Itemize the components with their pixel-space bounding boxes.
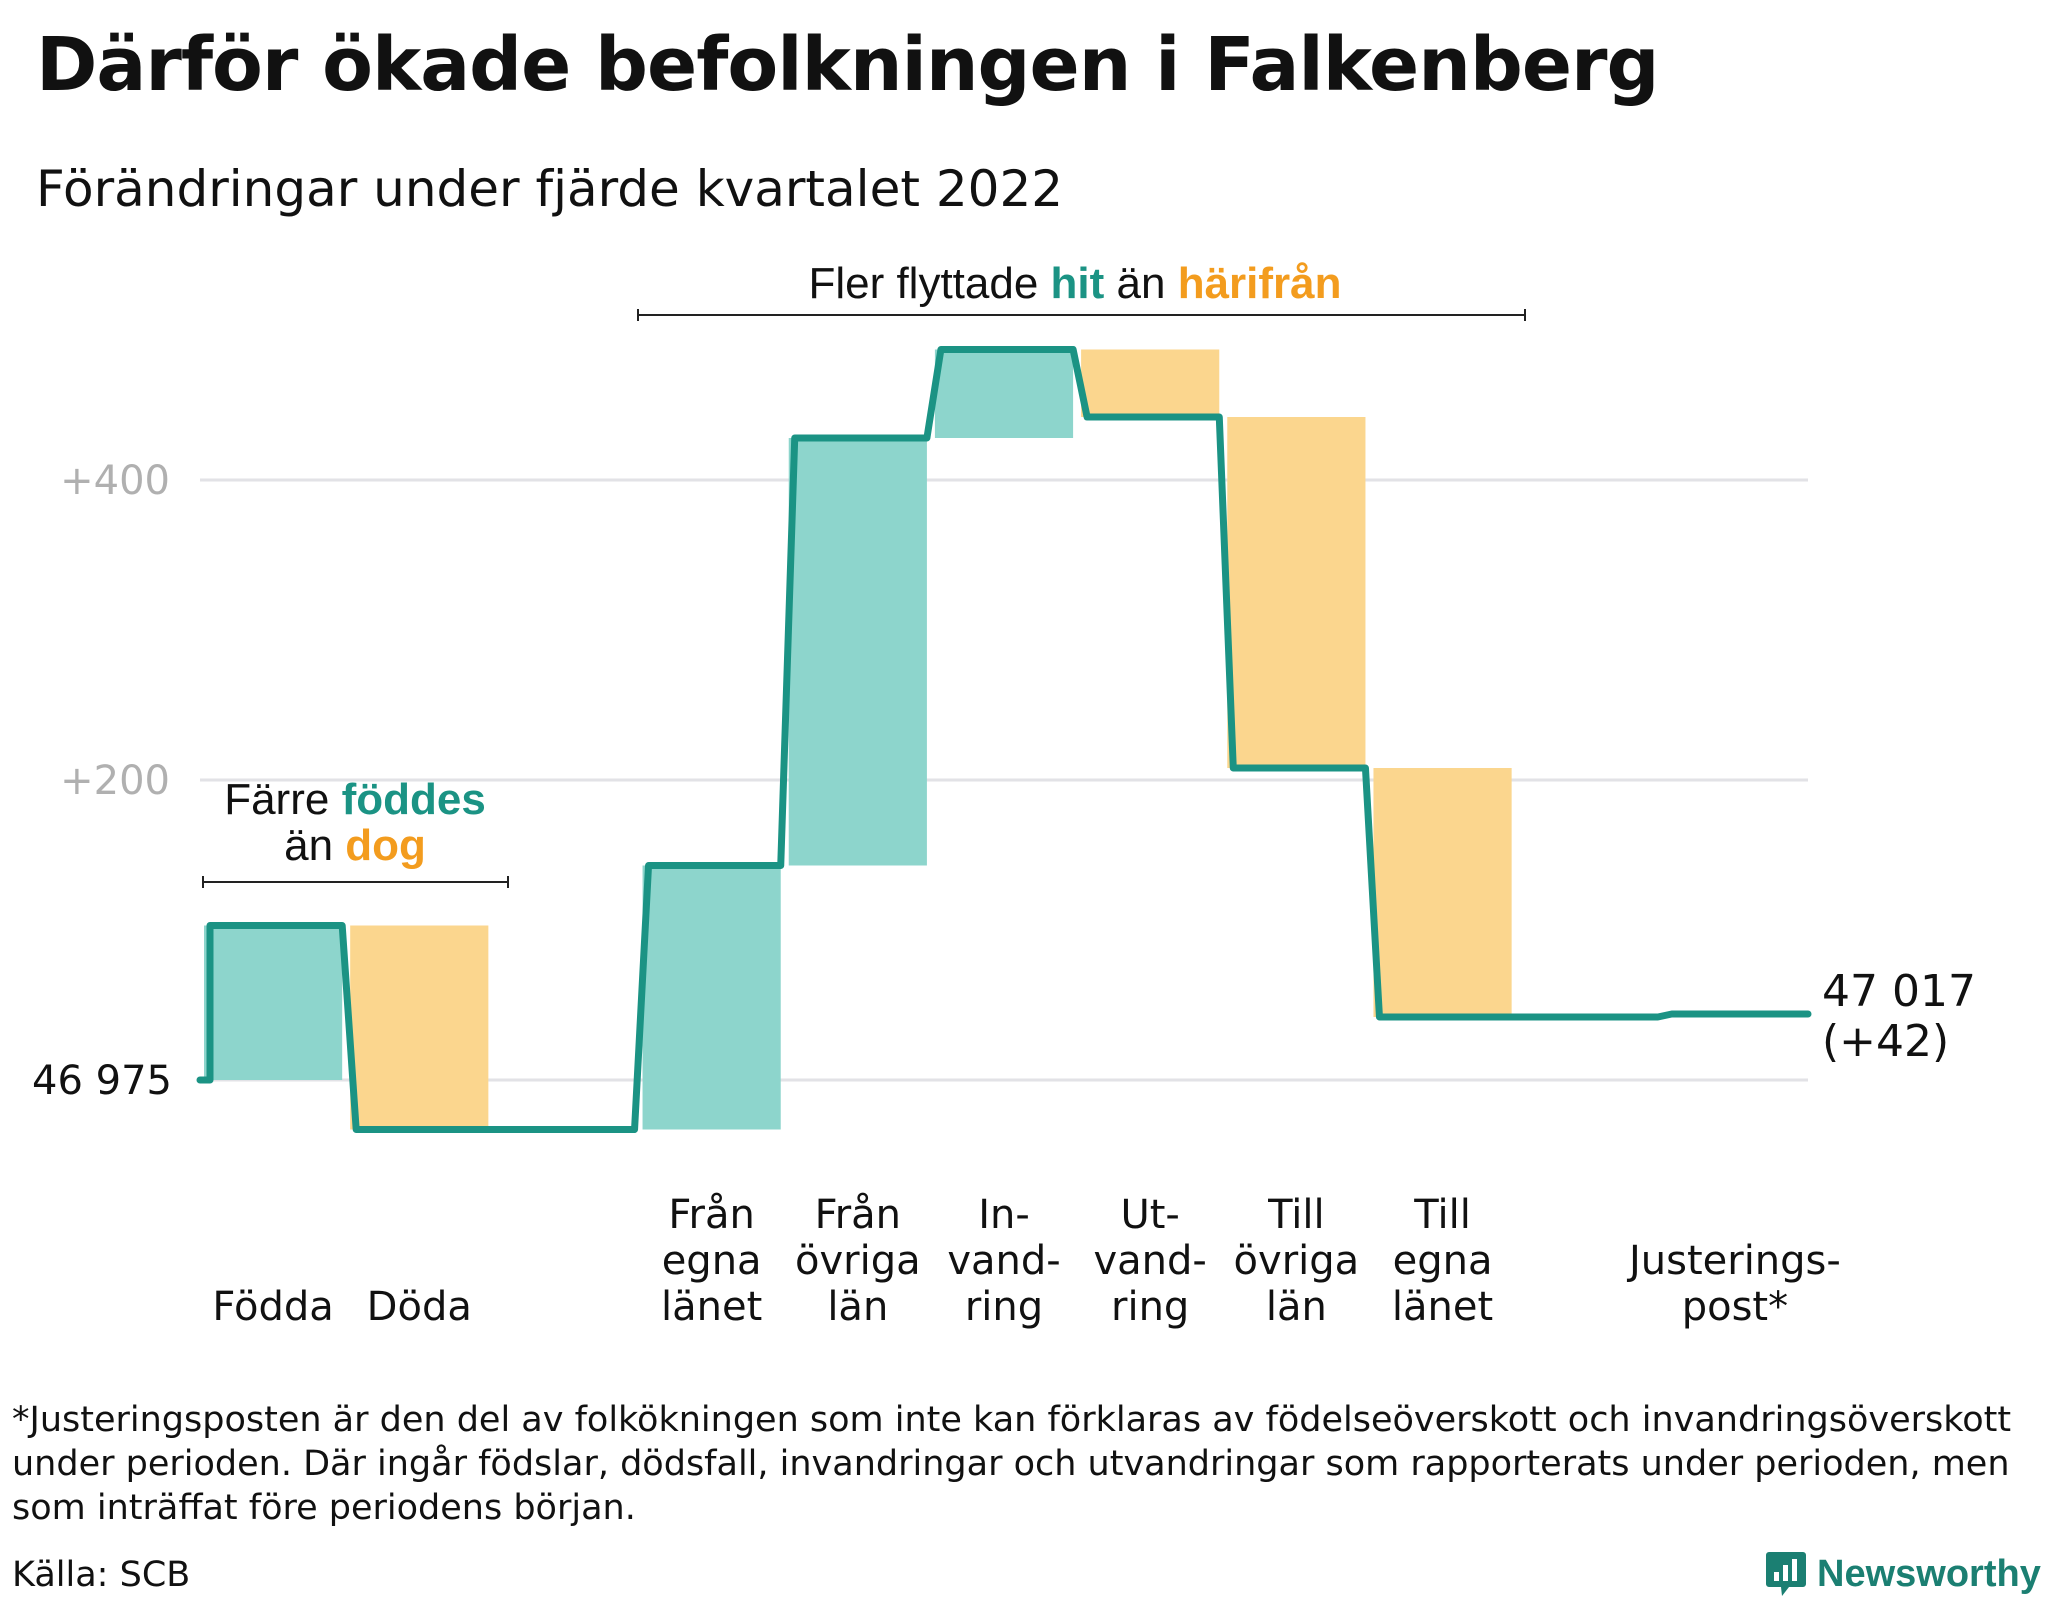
category-label-3: Från [668, 1192, 754, 1238]
bar-0 [204, 925, 343, 1080]
bar-4 [788, 438, 927, 866]
footnote: *Justeringsposten är den del av folkökni… [12, 1400, 2012, 1528]
chart-subtitle: Förändringar under fjärde kvartalet 2022 [36, 160, 1064, 218]
brand-logo: Newsworthy [1765, 1550, 2041, 1598]
category-label-3: egna [662, 1238, 762, 1284]
end-change-label: (+42) [1822, 1016, 1949, 1067]
category-label-7: Till [1267, 1192, 1325, 1238]
category-label-4: övriga [795, 1238, 921, 1284]
category-label-7: övriga [1234, 1238, 1360, 1284]
category-label-8: Till [1413, 1192, 1471, 1238]
migration-prefix: Fler flyttade [808, 259, 1050, 308]
step-line [196, 346, 1812, 1133]
bar-7 [1227, 417, 1366, 768]
y-tick-label: +200 [60, 758, 170, 804]
category-label-4: län [827, 1284, 888, 1330]
births-annotation-line2: än dog [284, 821, 426, 870]
migration-harifran: härifrån [1178, 259, 1342, 308]
category-label-5: ring [965, 1284, 1043, 1330]
category-label-8: länet [1392, 1284, 1493, 1330]
category-label-6: Ut- [1120, 1192, 1179, 1238]
births-prefix: Färre [224, 775, 341, 824]
brand-name: Newsworthy [1817, 1552, 2041, 1595]
category-label-5: In- [978, 1192, 1030, 1238]
births-annotation-line1: Färre föddes [224, 775, 486, 824]
start-value-label: 46 975 [32, 1058, 172, 1104]
newsworthy-chart-icon [1766, 1552, 1806, 1596]
bar-5 [934, 349, 1074, 438]
migration-middle: än [1104, 259, 1177, 308]
category-label-10: post* [1682, 1284, 1788, 1330]
bar-3 [642, 865, 781, 1130]
category-label-8: egna [1393, 1238, 1493, 1284]
category-label-1: Döda [367, 1284, 472, 1330]
migration-hit: hit [1051, 259, 1105, 308]
births-line2-prefix: än [284, 821, 345, 870]
bar-1 [350, 925, 489, 1130]
category-label-7: län [1266, 1284, 1327, 1330]
step-lines [196, 346, 1812, 1133]
migration-annotation: Fler flyttade hit än härifrån [808, 259, 1341, 308]
y-tick-label: +400 [60, 458, 170, 504]
births-dog: dog [345, 821, 426, 870]
category-label-5: vand- [947, 1238, 1060, 1284]
bar-6 [1081, 349, 1220, 417]
category-label-10: Justerings- [1626, 1238, 1841, 1284]
births-foddes: föddes [342, 775, 486, 824]
category-label-6: ring [1111, 1284, 1189, 1330]
bars [204, 349, 1512, 1130]
chart-title: Därför ökade befolkningen i Falkenberg [36, 22, 1660, 108]
category-label-4: Från [815, 1192, 901, 1238]
source-note: Källa: SCB [12, 1555, 191, 1595]
category-label-0: Födda [212, 1284, 333, 1330]
category-label-6: vand- [1094, 1238, 1207, 1284]
births-bracket [202, 876, 509, 888]
bar-8 [1373, 768, 1512, 1017]
category-label-3: länet [661, 1284, 762, 1330]
migration-bracket [637, 309, 1526, 321]
end-value-label: 47 017 [1822, 966, 1976, 1017]
